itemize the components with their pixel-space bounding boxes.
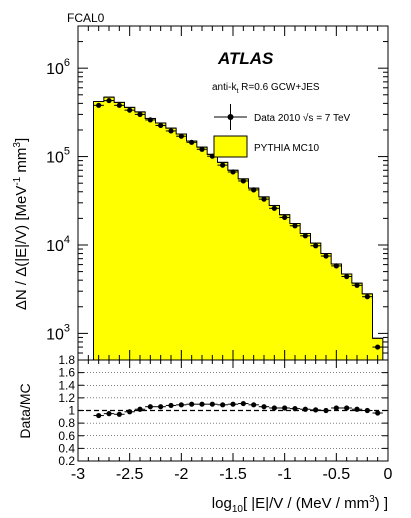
ratio-point-13 <box>230 401 236 407</box>
x-tick-label-3: -1.5 <box>219 466 247 483</box>
ratio-tick-label-5: 1.2 <box>58 391 75 405</box>
ratio-point-24 <box>344 405 350 411</box>
data-point-27 <box>375 344 381 350</box>
corner-label: FCAL0 <box>67 11 105 25</box>
data-point-17 <box>271 205 277 211</box>
data-point-21 <box>313 243 319 249</box>
ratio-point-7 <box>168 402 174 409</box>
ratio-point-25 <box>354 406 360 412</box>
data-point-20 <box>302 233 308 239</box>
ratio-tick-label-4: 1 <box>68 404 75 418</box>
x-tick-label-6: 0 <box>384 466 393 483</box>
ratio-point-4 <box>137 406 143 412</box>
jet-algorithm-label: anti-kt R=0.6 GCW+JES <box>212 82 320 95</box>
ratio-points <box>93 400 383 419</box>
y-axis-label: ΔN / Δ(|E|/V) [MeV-1 mm3] <box>12 138 30 310</box>
ratio-point-0 <box>96 412 102 419</box>
data-point-0 <box>96 102 102 108</box>
mc-histogram <box>93 96 384 361</box>
data-point-18 <box>282 214 288 221</box>
main-x-ticks <box>77 26 389 360</box>
ratio-tick-label-2: 0.6 <box>58 429 75 443</box>
ratio-point-10 <box>199 401 205 407</box>
data-point-1 <box>106 97 112 104</box>
ratio-point-11 <box>209 401 215 407</box>
data-point-10 <box>199 146 205 152</box>
data-point-5 <box>147 117 153 123</box>
data-point-25 <box>354 282 360 288</box>
data-point-19 <box>292 223 298 229</box>
ratio-point-6 <box>158 404 164 410</box>
data-point-14 <box>240 178 246 184</box>
x-tick-label-4: -1 <box>278 466 292 483</box>
data-point-13 <box>230 169 236 175</box>
ratio-point-16 <box>261 404 267 410</box>
ratio-tick-label-0: 0.2 <box>58 454 75 468</box>
legend: Data 2010 √s = 7 TeV PYTHIA MC10 <box>213 104 351 158</box>
ratio-tick-label-3: 0.8 <box>58 416 75 430</box>
ratio-y-label: Data/MC <box>17 383 33 438</box>
legend-mc-swatch <box>213 135 248 158</box>
ratio-point-12 <box>220 402 226 408</box>
x-tick-label-1: -2.5 <box>116 466 144 483</box>
data-point-16 <box>261 196 267 202</box>
data-point-6 <box>158 122 164 129</box>
ratio-point-21 <box>313 407 319 413</box>
ratio-point-15 <box>251 402 257 408</box>
data-point-8 <box>178 133 184 139</box>
data-point-12 <box>220 162 226 168</box>
ratio-tick-label-1: 0.4 <box>58 441 75 455</box>
ratio-point-1 <box>106 411 112 417</box>
ratio-tick-label-6: 1.4 <box>58 378 75 392</box>
x-tick-label-2: -2 <box>174 466 188 483</box>
data-point-7 <box>168 128 174 134</box>
ratio-point-14 <box>240 400 246 407</box>
data-point-3 <box>127 107 133 113</box>
ratio-point-18 <box>282 405 288 411</box>
ratio-gridlines <box>78 372 388 449</box>
ratio-point-26 <box>364 407 370 414</box>
data-points <box>93 97 383 350</box>
ratio-point-2 <box>116 411 122 417</box>
x-tick-label-5: -0.5 <box>323 466 351 483</box>
ratio-point-22 <box>323 407 329 414</box>
ratio-point-9 <box>189 401 195 407</box>
data-point-24 <box>344 273 350 280</box>
ratio-tick-label-7: 1.6 <box>58 366 75 380</box>
ratio-point-23 <box>333 405 339 411</box>
ratio-point-17 <box>271 405 277 411</box>
x-axis-ticks: -3 -2.5 -2 -1.5 -1 -0.5 0 <box>71 360 393 483</box>
data-point-23 <box>333 263 339 269</box>
legend-mc-label: PYTHIA MC10 <box>254 143 319 154</box>
ratio-tick-label-8: 1.8 <box>58 353 75 367</box>
y-tick-label-2: 105 <box>46 146 70 167</box>
x-tick-label-0: -3 <box>71 466 85 483</box>
y-tick-label-0: 103 <box>46 322 70 343</box>
legend-data-label: Data 2010 √s = 7 TeV <box>254 112 351 124</box>
y-axis-ticks: 103 104 105 106 <box>46 25 388 361</box>
data-point-4 <box>137 111 143 118</box>
ratio-point-3 <box>127 409 133 415</box>
data-point-15 <box>251 187 257 193</box>
data-point-9 <box>189 139 195 145</box>
ratio-y-ticks: 0.20.40.60.811.21.41.61.8 <box>58 353 388 468</box>
y-tick-label-1: 104 <box>46 234 70 255</box>
ratio-point-20 <box>302 406 308 412</box>
experiment-label: ATLAS <box>217 49 274 68</box>
x-axis-label: log10[ |E|/V / (MeV / mm3) ] <box>212 494 388 515</box>
data-point-22 <box>323 253 329 259</box>
y-tick-label-3: 106 <box>46 57 70 78</box>
legend-data-marker-dot <box>227 114 234 120</box>
ratio-point-27 <box>375 410 381 416</box>
ratio-point-5 <box>147 404 153 410</box>
data-point-2 <box>116 102 122 108</box>
data-point-26 <box>364 294 370 300</box>
ratio-point-8 <box>178 402 184 408</box>
ratio-point-19 <box>292 406 298 412</box>
